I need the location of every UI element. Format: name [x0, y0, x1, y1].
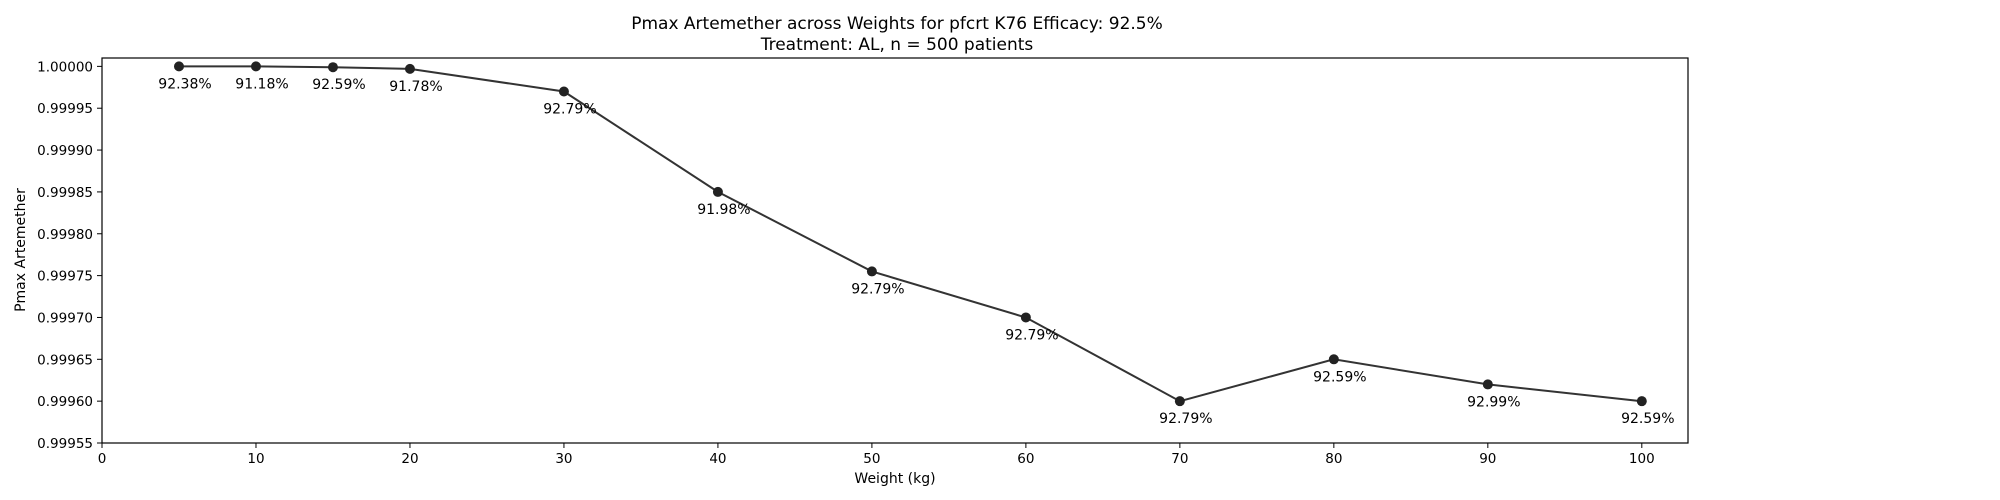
data-point-100 — [1636, 396, 1647, 407]
data-point-30 — [558, 86, 569, 97]
data-point-60 — [1020, 312, 1031, 323]
y-tick-label-0.99960: 0.99960 — [37, 394, 93, 410]
y-axis: 0.99955 0.99960 0.99965 0.99970 0.99975 0.999… — [37, 59, 102, 452]
data-label-10: 91.18% — [235, 76, 288, 92]
y-tick-label-0.99985: 0.99985 — [37, 185, 93, 201]
data-label-15: 92.59% — [312, 77, 365, 93]
x-tick-label-10: 10 — [247, 451, 264, 467]
data-label-20: 91.78% — [389, 79, 442, 95]
data-point-50 — [866, 266, 877, 277]
data-label-100: 92.59% — [1621, 411, 1674, 427]
data-label-50: 92.79% — [851, 281, 904, 297]
chart-subtitle: Treatment: AL, n = 500 patients — [760, 35, 1034, 55]
x-tick-label-30: 30 — [555, 451, 572, 467]
data-points — [173, 61, 1647, 407]
y-tick-label-0.99980: 0.99980 — [37, 227, 93, 243]
x-axis-label: Weight (kg) — [854, 471, 935, 487]
y-axis-label: Pmax Artemether — [13, 188, 29, 312]
plot-area — [101, 57, 1689, 444]
data-label-30: 92.79% — [543, 101, 596, 117]
x-tick-label-80: 80 — [1325, 451, 1342, 467]
data-point-70 — [1174, 396, 1185, 407]
data-point-10 — [250, 61, 261, 72]
data-point-15 — [327, 62, 338, 73]
x-tick-label-20: 20 — [401, 451, 418, 467]
data-point-5 — [173, 61, 184, 72]
chart-title: Pmax Artemether across Weights for pfcrt… — [631, 14, 1163, 34]
y-tick-label-0.99955: 0.99955 — [37, 436, 93, 452]
y-tick-label-0.99970: 0.99970 — [37, 310, 93, 326]
data-label-60: 92.79% — [1005, 327, 1058, 343]
data-label-40: 91.98% — [697, 202, 750, 218]
x-tick-label-50: 50 — [863, 451, 880, 467]
data-label-90: 92.99% — [1467, 394, 1520, 410]
y-tick-label-0.99990: 0.99990 — [37, 143, 93, 159]
data-label-70: 92.79% — [1159, 411, 1212, 427]
data-labels: 92.38% 91.18% 92.59% 91.78% 92.79% 91.98% 92.7… — [158, 76, 1674, 427]
data-label-80: 92.59% — [1313, 369, 1366, 385]
x-axis: 0 10 20 30 40 50 60 70 80 90 100 — [98, 443, 1655, 467]
y-tick-label-1.00000: 1.00000 — [37, 59, 93, 75]
x-tick-label-40: 40 — [709, 451, 726, 467]
x-tick-label-70: 70 — [1171, 451, 1188, 467]
y-tick-label-0.99995: 0.99995 — [37, 101, 93, 117]
x-tick-label-0: 0 — [98, 451, 107, 467]
series-line — [179, 65, 1642, 403]
data-label-5: 92.38% — [158, 76, 211, 92]
x-tick-label-60: 60 — [1017, 451, 1034, 467]
x-tick-label-100: 100 — [1629, 451, 1655, 467]
y-tick-label-0.99975: 0.99975 — [37, 269, 93, 285]
data-point-20 — [404, 63, 415, 74]
data-point-40 — [712, 186, 723, 197]
x-tick-label-90: 90 — [1479, 451, 1496, 467]
data-point-80 — [1328, 354, 1339, 365]
data-point-90 — [1482, 379, 1493, 390]
y-tick-label-0.99965: 0.99965 — [37, 352, 93, 368]
